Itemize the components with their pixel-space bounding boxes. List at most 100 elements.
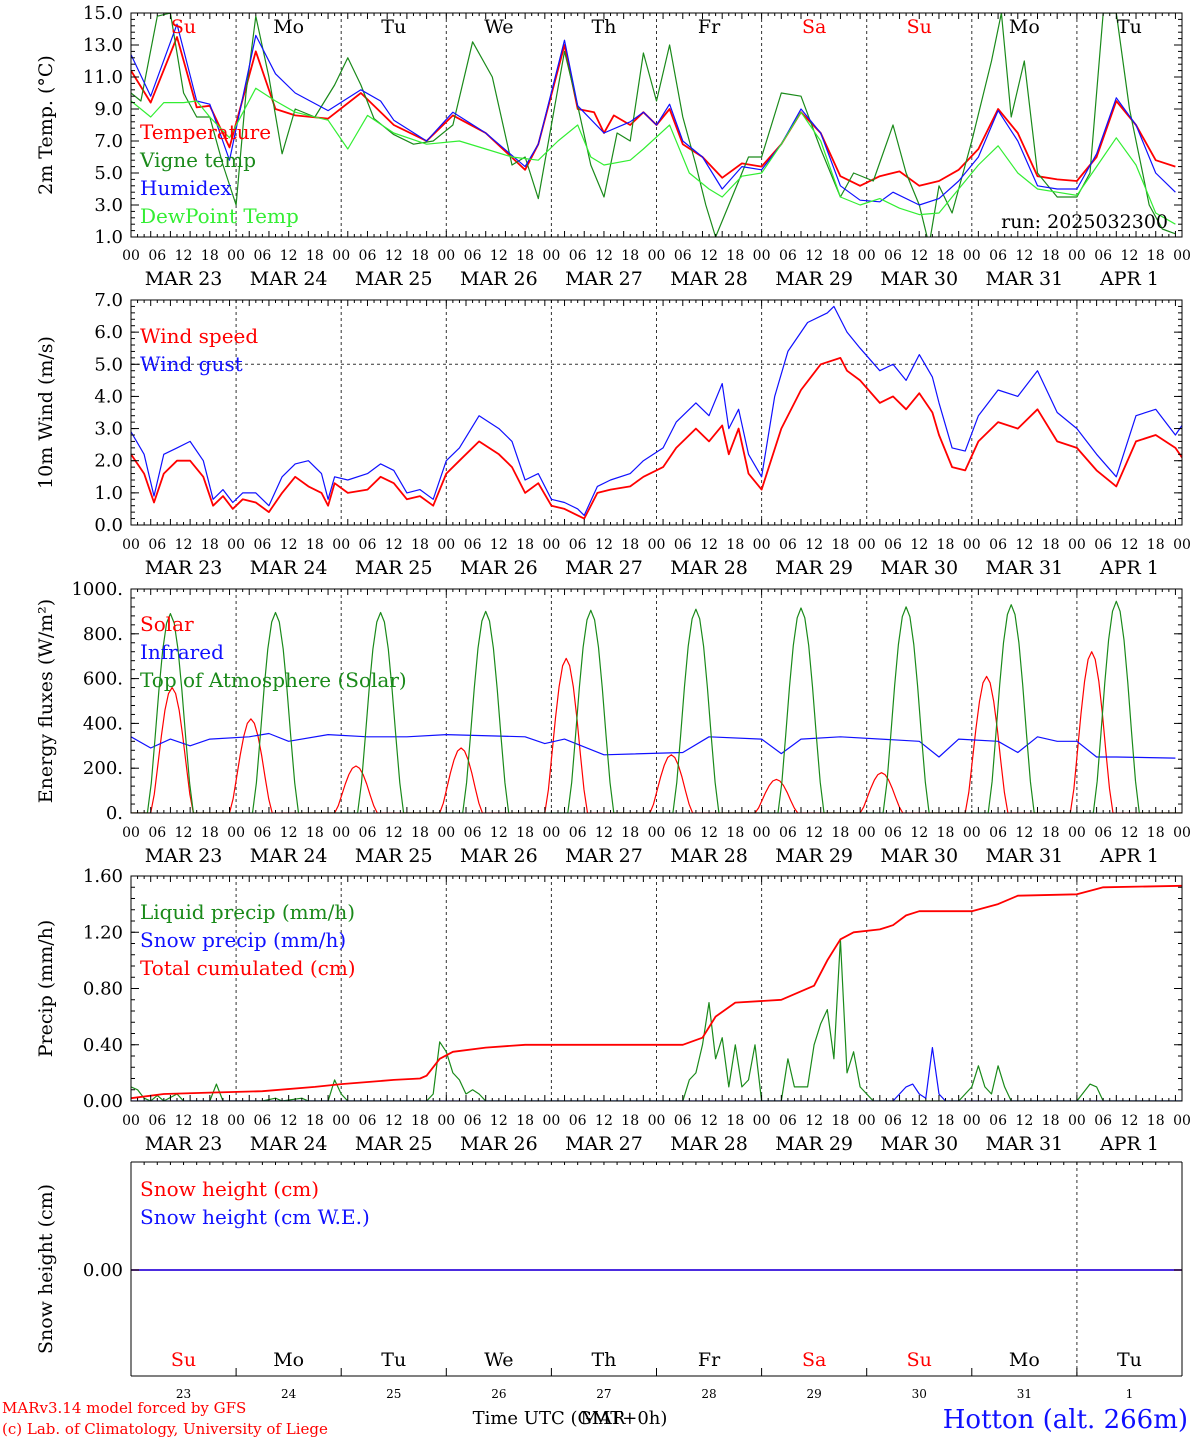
- hour-label-0: 06: [148, 248, 166, 264]
- hour-label-1: 18: [832, 537, 850, 553]
- hour-label-1: 00: [1173, 537, 1191, 553]
- date-label-3: MAR 24: [250, 1133, 328, 1155]
- legend-entry-0-0: Temperature: [140, 120, 271, 144]
- y-tick-label-2: 0.: [106, 803, 123, 824]
- y-tick-label-1: 1.0: [94, 483, 123, 504]
- day-number-label: 28: [701, 1387, 716, 1401]
- series-group-0: [131, 13, 1176, 237]
- legend-entry-3-2: Total cumulated (cm): [140, 956, 356, 980]
- hour-label-3: 18: [1147, 1113, 1165, 1129]
- hour-label-2: 12: [175, 825, 193, 841]
- y-tick-label-2: 200.: [83, 758, 123, 779]
- model-credit: MARv3.14 model forced by GFS: [2, 1399, 246, 1417]
- weekday-label-bottom: Mo: [273, 1349, 304, 1371]
- hour-label-1: 06: [674, 537, 692, 553]
- y-axis-label-2: Energy fluxes (W/m²): [35, 599, 57, 803]
- hour-label-0: 00: [227, 248, 245, 264]
- hour-label-0: 06: [779, 248, 797, 264]
- legend-entry-4-0: Snow height (cm): [140, 1177, 319, 1201]
- hour-label-3: 12: [1121, 1113, 1139, 1129]
- hour-label-1: 00: [753, 537, 771, 553]
- weekday-label-bottom: Sa: [802, 1349, 826, 1371]
- hour-label-0: 06: [569, 248, 587, 264]
- day-number-label: 25: [386, 1387, 401, 1401]
- hour-label-2: 18: [832, 825, 850, 841]
- weekday-label-bottom: Su: [907, 1349, 932, 1371]
- hour-label-1: 18: [411, 537, 429, 553]
- hour-label-2: 06: [779, 825, 797, 841]
- date-label-2: MAR 31: [985, 845, 1063, 867]
- hour-label-0: 06: [989, 248, 1007, 264]
- hour-label-0: 18: [411, 248, 429, 264]
- y-axis-label-0: 2m Temp. (°C): [35, 55, 57, 195]
- y-tick-label-2: 600.: [83, 669, 123, 690]
- hour-label-1: 00: [122, 537, 140, 553]
- weekday-label-bottom: Th: [591, 1349, 616, 1371]
- hour-label-2: 12: [385, 825, 403, 841]
- series-layer: [131, 13, 1182, 1271]
- weekday-label-bottom: Su: [171, 1349, 196, 1371]
- y-tick-label-4: 0.00: [83, 1260, 123, 1281]
- hour-label-2: 06: [884, 825, 902, 841]
- weekday-label-top: We: [484, 16, 513, 38]
- date-label-0: MAR 28: [670, 268, 748, 290]
- hour-label-2: 18: [516, 825, 534, 841]
- run-label: run: 2025032300: [1001, 211, 1168, 233]
- hour-label-0: 12: [805, 248, 823, 264]
- hour-label-0: 00: [753, 248, 771, 264]
- weekday-label-top: Mo: [1009, 16, 1040, 38]
- date-label-1: MAR 28: [670, 557, 748, 579]
- date-label-3: MAR 26: [460, 1133, 538, 1155]
- y-tick-label-0: 13.0: [83, 35, 123, 56]
- hour-label-2: 00: [1173, 825, 1191, 841]
- hour-label-1: 12: [805, 537, 823, 553]
- hour-label-0: 18: [516, 248, 534, 264]
- hour-label-1: 18: [306, 537, 324, 553]
- date-label-3: MAR 27: [565, 1133, 643, 1155]
- weekday-label-bottom: Tu: [1117, 1349, 1142, 1371]
- date-label-3: MAR 23: [145, 1133, 223, 1155]
- hour-label-2: 00: [1068, 825, 1086, 841]
- hour-label-2: 18: [201, 825, 219, 841]
- hour-label-3: 12: [910, 1113, 928, 1129]
- y-tick-label-3: 0.00: [83, 1091, 123, 1112]
- date-label-1: MAR 29: [775, 557, 853, 579]
- series-line-3-2: [131, 884, 1182, 1100]
- hour-label-1: 06: [359, 537, 377, 553]
- panel-frame-1: [130, 299, 1183, 526]
- date-label-0: MAR 24: [250, 268, 328, 290]
- date-label-0: MAR 29: [775, 268, 853, 290]
- hour-label-3: 00: [1068, 1113, 1086, 1129]
- hour-label-3: 06: [1094, 1113, 1112, 1129]
- weekday-label-top: Tu: [381, 16, 406, 38]
- hour-label-1: 12: [595, 537, 613, 553]
- date-label-2: MAR 23: [145, 845, 223, 867]
- hour-label-2: 12: [1121, 825, 1139, 841]
- hour-label-3: 18: [306, 1113, 324, 1129]
- series-line-3-0: [131, 938, 1182, 1101]
- overlap-text: MAR: [581, 1408, 626, 1429]
- hour-label-3: 06: [674, 1113, 692, 1129]
- hour-label-3: 06: [148, 1113, 166, 1129]
- hour-label-3: 12: [490, 1113, 508, 1129]
- date-label-1: MAR 30: [880, 557, 958, 579]
- hour-label-2: 00: [332, 825, 350, 841]
- hour-label-2: 00: [963, 825, 981, 841]
- date-label-2: MAR 29: [775, 845, 853, 867]
- y-axis-label-4: Snow height (cm): [35, 1184, 57, 1354]
- date-label-1: MAR 23: [145, 557, 223, 579]
- hour-label-2: 18: [1042, 825, 1060, 841]
- hour-label-1: 00: [648, 537, 666, 553]
- hour-label-0: 18: [1147, 248, 1165, 264]
- hour-label-3: 18: [1042, 1113, 1060, 1129]
- hour-label-0: 12: [1015, 248, 1033, 264]
- hour-label-3: 00: [542, 1113, 560, 1129]
- hour-label-1: 00: [332, 537, 350, 553]
- y-tick-label-1: 5.0: [94, 354, 123, 375]
- weekday-label-top: Th: [591, 16, 616, 38]
- date-label-3: MAR 28: [670, 1133, 748, 1155]
- legend-entry-1-1: Wind gust: [140, 352, 243, 376]
- series-line-0-3: [131, 87, 1176, 225]
- date-label-1: APR 1: [1099, 557, 1159, 579]
- weekday-label-bottom: Mo: [1009, 1349, 1040, 1371]
